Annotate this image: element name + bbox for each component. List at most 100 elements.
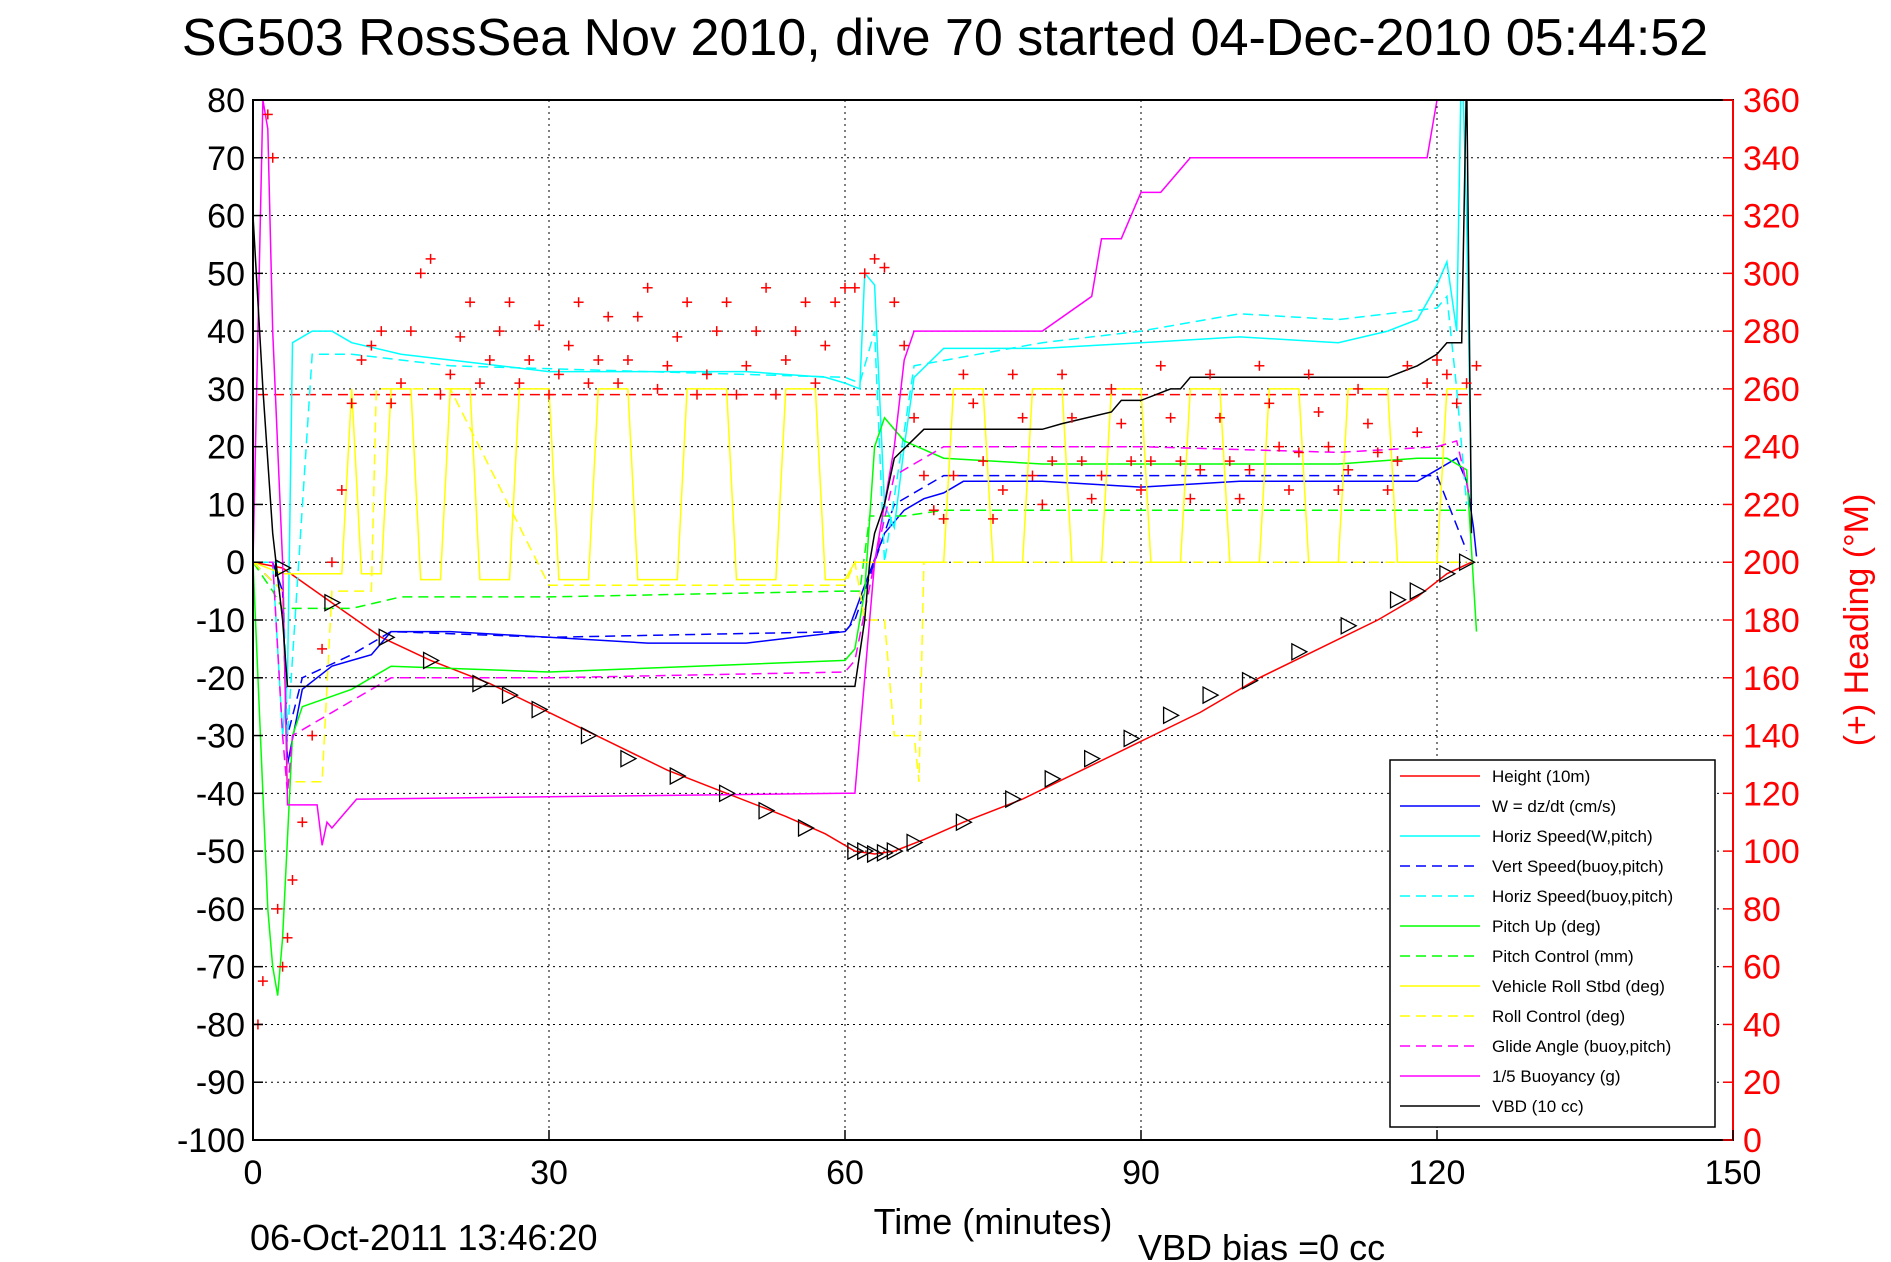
legend-entry: Height (10m): [1400, 767, 1590, 786]
heading-point: [642, 282, 653, 293]
heading-point: [968, 398, 979, 409]
x-axis-label: Time (minutes): [874, 1201, 1113, 1242]
heading-point: [553, 369, 564, 380]
heading-point: [262, 109, 273, 120]
heading-point: [1461, 378, 1472, 389]
depth-marker: [906, 833, 924, 852]
legend-entry: Vehicle Roll Stbd (deg): [1400, 977, 1665, 996]
heading-point: [1412, 427, 1423, 438]
legend-entry: VBD (10 cc): [1400, 1097, 1584, 1116]
heading-point: [899, 340, 910, 351]
x-tick-label: 120: [1409, 1154, 1466, 1192]
y-right-tick-label: 120: [1743, 775, 1800, 813]
heading-point: [741, 360, 752, 371]
y-right-tick-label: 80: [1743, 891, 1781, 929]
heading-point: [988, 513, 998, 524]
heading-point: [849, 282, 860, 293]
legend-label: 1/5 Buoyancy (g): [1492, 1067, 1621, 1086]
heading-point: [1333, 485, 1344, 495]
legend-label: Vehicle Roll Stbd (deg): [1492, 977, 1665, 996]
heading-point: [780, 355, 791, 365]
y-right-tick-label: 240: [1743, 429, 1800, 467]
heading-point: [593, 355, 604, 365]
heading-point: [869, 253, 880, 264]
y-axis-left: 80 70 60 50 40 30 20 10 0 -10 -20 -30 -40 -50 -60 -70 -8…: [177, 82, 263, 1160]
series-line: [253, 416, 1478, 996]
y-axis-right-label: (+) Heading (°M): [1838, 494, 1876, 747]
heading-point: [317, 643, 328, 654]
heading-point: [622, 355, 633, 365]
y-right-tick-label: 100: [1743, 833, 1800, 871]
series-line: [253, 474, 1468, 736]
depth-marker-layer: [274, 553, 1476, 864]
legend-entry: W = dz/dt (cm/s): [1400, 797, 1616, 816]
heading-point: [1303, 369, 1314, 380]
legend-label: Roll Control (deg): [1492, 1007, 1625, 1026]
depth-marker: [472, 674, 490, 693]
heading-point: [958, 369, 969, 380]
grid-lines: [252, 99, 1734, 1141]
series-line: [253, 100, 1473, 688]
heading-point: [287, 875, 298, 885]
y-tick-label: 0: [226, 544, 245, 582]
heading-point: [405, 326, 416, 337]
heading-point: [997, 485, 1008, 495]
y-tick-label: -50: [196, 833, 245, 871]
heading-point: [1451, 398, 1462, 409]
heading-point: [445, 369, 456, 380]
depth-marker: [876, 843, 894, 862]
heading-point: [1066, 412, 1077, 423]
heading-point: [1471, 360, 1482, 371]
heading-point: [435, 389, 446, 400]
x-tick-label: 90: [1122, 1154, 1160, 1192]
heading-point: [820, 340, 831, 351]
heading-point: [603, 311, 614, 322]
legend-label: Horiz Speed(W,pitch): [1492, 827, 1653, 846]
heading-point: [1392, 456, 1403, 467]
heading-point: [1007, 369, 1018, 380]
heading-point: [1155, 360, 1166, 371]
depth-marker: [669, 766, 687, 786]
y-tick-label: -70: [196, 949, 245, 987]
heading-point: [918, 470, 929, 481]
y-tick-label: 20: [207, 429, 245, 467]
y-tick-label: -30: [196, 718, 245, 756]
legend-entry: Vert Speed(buoy,pitch): [1400, 857, 1664, 876]
series-line: [253, 509, 1472, 610]
heading-point: [272, 903, 283, 914]
legend-entry: 1/5 Buoyancy (g): [1400, 1067, 1621, 1086]
heading-point: [948, 470, 959, 481]
y-tick-label: -80: [196, 1006, 245, 1044]
legend-label: W = dz/dt (cm/s): [1492, 797, 1616, 816]
y-right-tick-label: 220: [1743, 486, 1800, 524]
heading-point: [909, 412, 920, 423]
heading-point: [1165, 412, 1176, 423]
heading-point: [810, 378, 821, 389]
heading-point: [1096, 470, 1107, 481]
legend-box: [1389, 759, 1716, 1128]
depth-marker: [1458, 553, 1476, 572]
depth-marker: [1162, 706, 1180, 725]
heading-point: [928, 505, 939, 516]
heading-point: [1037, 499, 1048, 510]
heading-point: [257, 976, 268, 987]
series-line: [253, 100, 1457, 846]
heading-point: [1343, 464, 1354, 475]
heading-point: [731, 389, 742, 400]
x-tick-label: 60: [826, 1154, 864, 1192]
depth-marker: [531, 700, 549, 719]
heading-point: [1353, 383, 1364, 394]
heading-point: [1382, 485, 1393, 495]
y-right-tick-label: 140: [1743, 718, 1800, 756]
heading-point: [701, 369, 712, 380]
y-tick-label: -20: [196, 660, 245, 698]
legend-label: Pitch Up (deg): [1492, 917, 1601, 936]
heading-point: [425, 253, 436, 264]
heading-point: [1076, 456, 1087, 467]
legend-entry: Roll Control (deg): [1400, 1007, 1625, 1026]
heading-point: [1106, 383, 1117, 394]
heading-point: [751, 326, 762, 337]
legend-entry: Horiz Speed(buoy,pitch): [1400, 887, 1673, 906]
heading-point: [356, 355, 367, 365]
heading-point: [386, 398, 397, 409]
